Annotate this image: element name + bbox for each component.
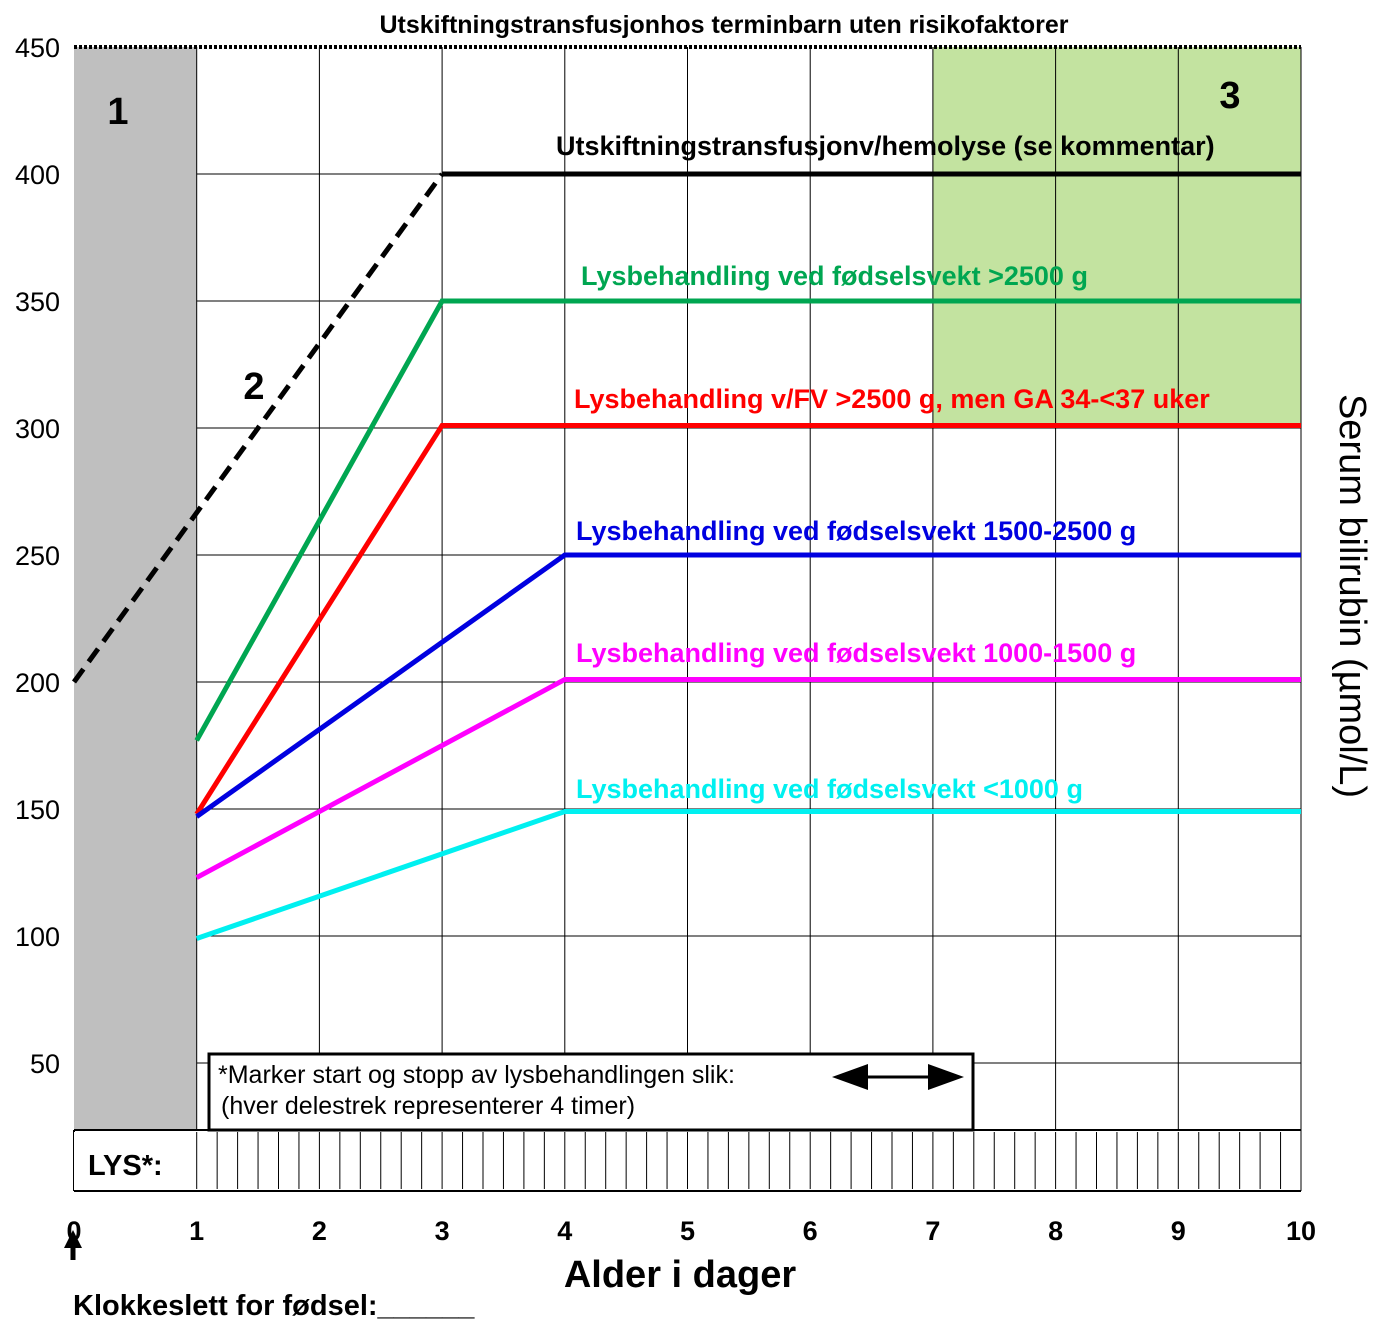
series-3: Lysbehandling ved fødselsvekt 1500-2500 …	[195, 516, 1301, 819]
y-tick-label: 200	[15, 668, 60, 698]
series-5: Lysbehandling ved fødselsvekt <1000 g	[195, 774, 1301, 941]
series-line	[195, 809, 1301, 941]
series-0: Utskiftningstransfusjonv/hemolyse (se ko…	[71, 131, 1301, 684]
series-dashed-segment	[71, 172, 445, 684]
x-tick-label: 2	[312, 1216, 327, 1246]
series-line	[195, 552, 1301, 819]
series-1: Lysbehandling ved fødselsvekt >2500 g	[194, 261, 1301, 742]
y-tick-label: 100	[15, 922, 60, 952]
x-tick-label: 1	[189, 1216, 204, 1246]
x-tick-label: 4	[557, 1216, 572, 1246]
y-tick-label: 300	[15, 414, 60, 444]
zone-2-label: 2	[243, 366, 264, 408]
series-layer: Utskiftningstransfusjonv/hemolyse (se ko…	[71, 131, 1301, 941]
series-label: Lysbehandling ved fødselsvekt >2500 g	[581, 261, 1088, 291]
series-line	[195, 676, 1301, 880]
double-arrow-icon	[832, 1064, 964, 1090]
zone-1	[74, 47, 197, 1130]
birth-time-label: Klokkeslett for fødsel:______	[73, 1290, 475, 1319]
y-tick-label: 50	[30, 1049, 60, 1079]
note-box: *Marker start og stopp av lysbehandlinge…	[207, 1052, 975, 1132]
y-tick-label: 250	[15, 541, 60, 571]
y-tick-label: 400	[15, 160, 60, 190]
zone-3	[932, 47, 1301, 428]
series-4: Lysbehandling ved fødselsvekt 1000-1500 …	[195, 638, 1301, 880]
lys-label: LYS*:	[88, 1150, 163, 1182]
zone-3-label: 3	[1219, 75, 1240, 117]
series-label: Lysbehandling ved fødselsvekt <1000 g	[576, 774, 1083, 804]
series-label: Lysbehandling v/FV >2500 g, men GA 34-<3…	[574, 384, 1210, 414]
x-tick-label: 6	[803, 1216, 818, 1246]
note-line-2: (hver delestrek representerer 4 timer)	[221, 1092, 635, 1120]
chart-title: Utskiftningstransfusjonhos terminbarn ut…	[380, 11, 1069, 39]
y-axis-label: Serum bilirubin (µmol/L)	[1331, 394, 1373, 798]
x-axis-label: Alder i dager	[564, 1254, 796, 1296]
y-tick-label: 450	[15, 33, 60, 63]
x-tick-label: 3	[435, 1216, 450, 1246]
x-tick-label: 7	[925, 1216, 940, 1246]
birth-arrow-icon	[64, 1230, 82, 1260]
x-tick-label: 9	[1171, 1216, 1186, 1246]
series-2: Lysbehandling v/FV >2500 g, men GA 34-<3…	[194, 384, 1301, 816]
zones-layer	[74, 47, 1301, 1130]
y-tick-label: 150	[15, 795, 60, 825]
series-label: Lysbehandling ved fødselsvekt 1000-1500 …	[576, 638, 1136, 668]
x-tick-label: 10	[1286, 1216, 1316, 1246]
zone-1-label: 1	[107, 91, 128, 133]
note-line-1: *Marker start og stopp av lysbehandlinge…	[218, 1061, 735, 1089]
series-line	[194, 422, 1301, 816]
lys-strip	[73, 1129, 1302, 1192]
lys-label-cell	[74, 1132, 194, 1190]
x-tick-label: 5	[680, 1216, 695, 1246]
y-tick-label: 350	[15, 287, 60, 317]
series-label: Lysbehandling ved fødselsvekt 1500-2500 …	[576, 516, 1136, 546]
series-line	[194, 298, 1301, 742]
series-label: Utskiftningstransfusjonv/hemolyse (se ko…	[556, 131, 1215, 161]
x-tick-label: 8	[1048, 1216, 1063, 1246]
